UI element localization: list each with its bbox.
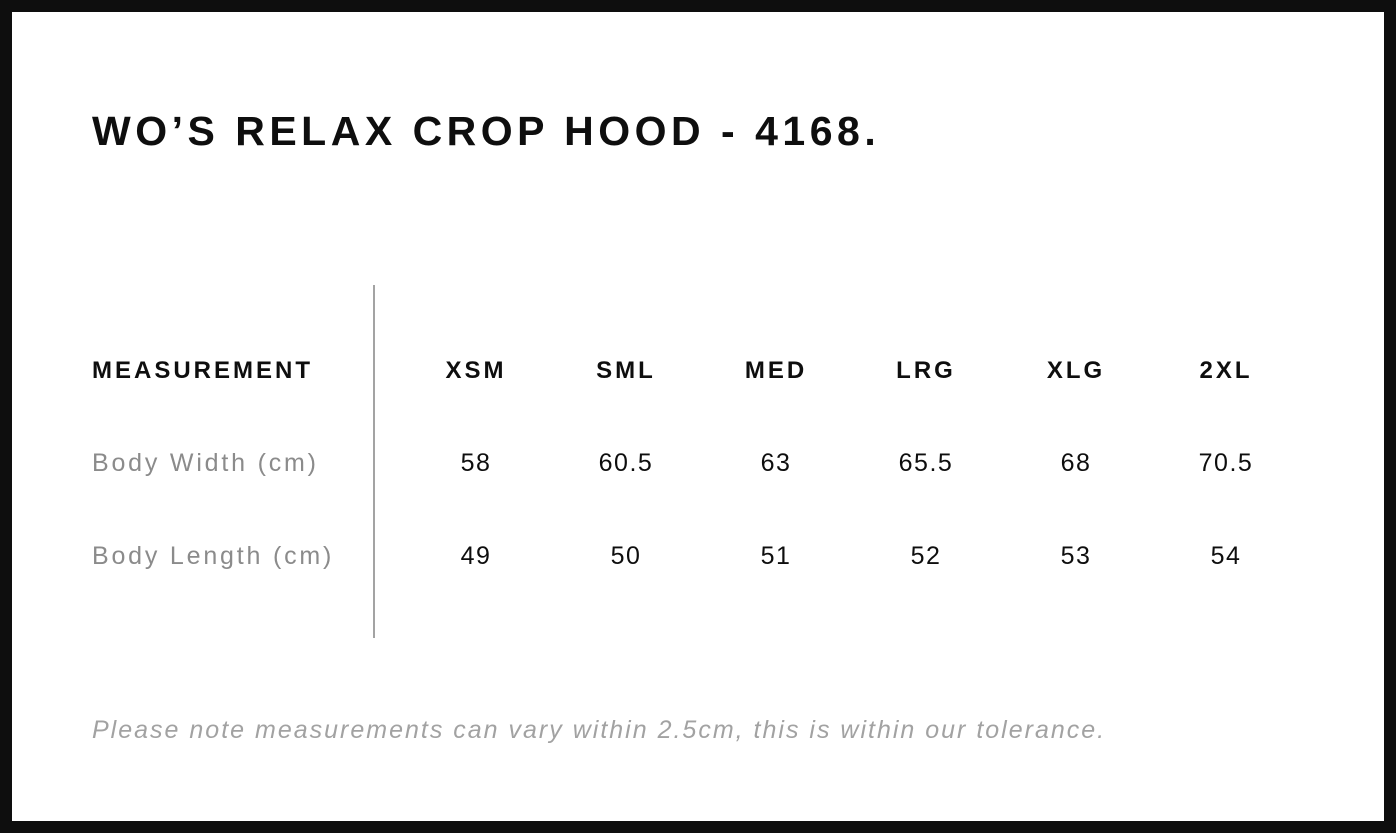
size-column-header-xlg: XLG	[1046, 356, 1106, 384]
body-length-value-sml: 50	[610, 542, 642, 570]
size-table: MEASUREMENT XSM SML MED LRG XLG 2XL Body…	[92, 324, 1301, 603]
size-column-header-xsm: XSM	[445, 356, 507, 384]
row-label-body-length: Body Length (cm)	[92, 542, 335, 570]
body-width-value-med: 63	[760, 449, 792, 477]
body-width-value-xsm: 58	[460, 449, 492, 477]
body-width-value-2xl: 70.5	[1198, 449, 1254, 477]
row-label-body-width: Body Width (cm)	[92, 449, 319, 477]
size-column-header-sml: SML	[596, 356, 656, 384]
size-column-header-med: MED	[744, 356, 808, 384]
body-length-value-med: 51	[760, 542, 792, 570]
product-title: WO’S RELAX CROP HOOD - 4168.	[92, 108, 881, 154]
body-length-value-2xl: 54	[1210, 542, 1242, 570]
body-width-value-lrg: 65.5	[898, 449, 954, 477]
column-divider	[373, 285, 375, 638]
body-length-value-xsm: 49	[460, 542, 492, 570]
body-length-value-xlg: 53	[1060, 542, 1092, 570]
body-width-value-sml: 60.5	[598, 449, 654, 477]
body-length-value-lrg: 52	[910, 542, 942, 570]
body-width-value-xlg: 68	[1060, 449, 1092, 477]
tolerance-note: Please note measurements can vary within…	[92, 716, 1107, 744]
size-column-header-2xl: 2XL	[1199, 356, 1253, 384]
measurement-column-header: MEASUREMENT	[92, 356, 314, 384]
size-column-header-lrg: LRG	[896, 356, 956, 384]
